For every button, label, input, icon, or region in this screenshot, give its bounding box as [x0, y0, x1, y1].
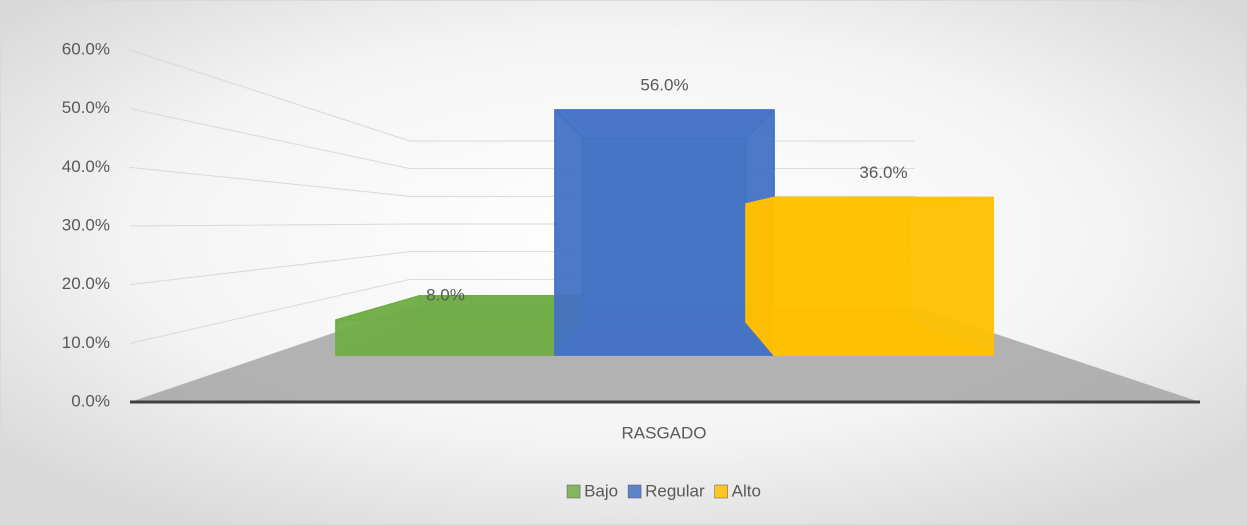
data-label: 36.0%: [859, 163, 907, 182]
bar: [745, 196, 994, 356]
y-tick-label: 20.0%: [62, 274, 110, 293]
legend-swatch: [566, 484, 581, 499]
legend-label: Bajo: [584, 481, 618, 500]
y-tick-label: 0.0%: [71, 391, 110, 410]
bar-front: [773, 196, 994, 356]
x-tick-label: RASGADO: [621, 423, 706, 442]
y-tick-label: 50.0%: [62, 98, 110, 117]
bar-front: [554, 109, 775, 356]
y-tick-label: 40.0%: [62, 157, 110, 176]
legend: Bajo Regular Alto: [566, 481, 761, 500]
legend-label: Regular: [645, 481, 705, 500]
legend-label: Alto: [732, 481, 761, 500]
y-tick-label: 10.0%: [62, 333, 110, 352]
bar: [554, 109, 775, 356]
legend-swatch: [714, 484, 728, 499]
bar-front: [335, 319, 556, 356]
data-label: 56.0%: [640, 75, 688, 94]
bar: [335, 295, 584, 356]
y-tick-label: 30.0%: [62, 215, 110, 234]
legend-swatch: [627, 484, 642, 499]
data-label: 8.0%: [426, 285, 465, 304]
y-tick-label: 60.0%: [62, 39, 110, 58]
